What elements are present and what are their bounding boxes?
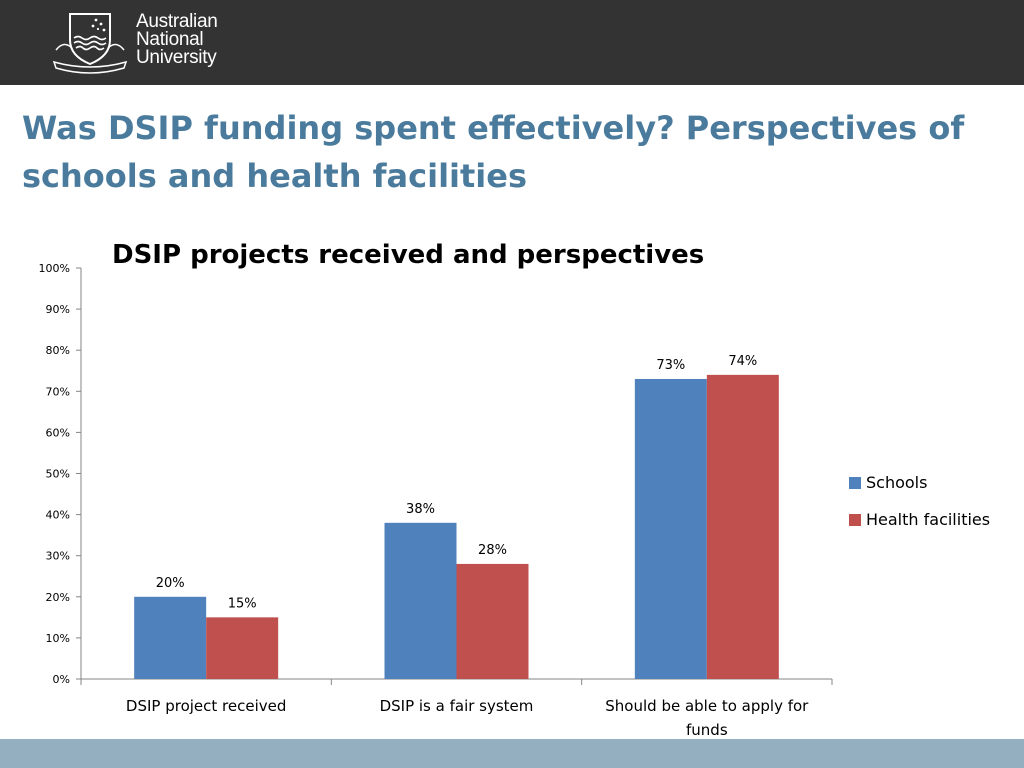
x-category-label: Should be able to apply for (605, 697, 809, 715)
data-label: 20% (156, 576, 185, 591)
y-tick-label: 40% (46, 509, 70, 522)
footer-bar (0, 739, 1024, 768)
bar-health-0 (206, 617, 279, 679)
y-tick-label: 100% (39, 262, 70, 275)
chart-title: DSIP projects received and perspectives (112, 240, 704, 270)
bar-schools-0 (134, 596, 207, 679)
data-label: 15% (228, 596, 257, 611)
legend-label: Health facilities (866, 510, 990, 529)
y-tick-label: 20% (46, 591, 70, 604)
wordmark-line-2: National (136, 29, 204, 50)
data-label: 74% (728, 354, 757, 369)
y-tick-label: 10% (46, 632, 70, 645)
slide-title: Was DSIP funding spent effectively? Pers… (22, 109, 965, 195)
legend-swatch (849, 514, 861, 526)
data-label: 28% (478, 543, 507, 558)
x-category-label: DSIP is a fair system (380, 697, 534, 715)
anu-crest-icon (52, 13, 128, 74)
legend-label: Schools (866, 473, 927, 492)
x-category-label: DSIP project received (126, 697, 286, 715)
data-label: 38% (406, 502, 435, 517)
y-tick-label: 90% (46, 303, 70, 316)
y-tick-label: 70% (46, 385, 70, 398)
bar-health-2 (706, 374, 779, 679)
header-bar: Australian National University (0, 0, 1024, 85)
wordmark-line-3: University (136, 47, 217, 68)
y-tick-label: 80% (46, 344, 70, 357)
bar-chart: DSIP projects received and perspectives 0… (39, 240, 991, 739)
legend-swatch (849, 477, 861, 489)
bar-schools-1 (384, 522, 457, 679)
y-tick-label: 0% (53, 673, 70, 686)
y-tick-label: 30% (46, 550, 70, 563)
y-tick-label: 60% (46, 426, 70, 439)
university-wordmark: Australian National University (136, 11, 218, 68)
bar-schools-2 (634, 378, 707, 679)
anu-logo: Australian National University (52, 10, 232, 74)
data-label: 73% (656, 358, 685, 373)
x-category-label: funds (686, 721, 728, 739)
bar-health-1 (456, 563, 529, 679)
y-tick-label: 50% (46, 468, 70, 481)
wordmark-line-1: Australian (136, 11, 218, 32)
